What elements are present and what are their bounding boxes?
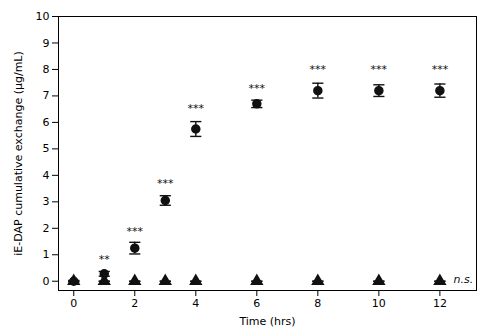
svg-text:9: 9 — [43, 36, 50, 49]
svg-text:Time (hrs): Time (hrs) — [238, 315, 295, 328]
svg-text:12: 12 — [433, 297, 447, 310]
svg-text:4: 4 — [192, 297, 199, 310]
svg-text:3: 3 — [43, 195, 50, 208]
svg-text:10: 10 — [36, 10, 50, 23]
svg-text:***: *** — [249, 82, 266, 95]
svg-text:iE-DAP cumulative exchange (µg: iE-DAP cumulative exchange (µg/mL) — [12, 51, 25, 256]
svg-text:10: 10 — [372, 297, 386, 310]
svg-text:**: ** — [99, 253, 111, 266]
svg-text:***: *** — [371, 63, 388, 76]
svg-text:***: *** — [432, 63, 449, 76]
svg-text:***: *** — [127, 225, 144, 238]
svg-text:6: 6 — [253, 297, 260, 310]
svg-text:6: 6 — [43, 116, 50, 129]
svg-text:5: 5 — [43, 142, 50, 155]
svg-text:0: 0 — [43, 275, 50, 288]
svg-text:***: *** — [310, 63, 327, 76]
svg-text:1: 1 — [43, 248, 50, 261]
svg-text:n.s.: n.s. — [454, 273, 474, 286]
svg-text:8: 8 — [314, 297, 321, 310]
svg-text:7: 7 — [43, 89, 50, 102]
svg-text:***: *** — [188, 102, 205, 115]
svg-text:8: 8 — [43, 63, 50, 76]
svg-text:***: *** — [157, 177, 174, 190]
svg-text:2: 2 — [131, 297, 138, 310]
svg-text:4: 4 — [43, 169, 50, 182]
svg-text:2: 2 — [43, 222, 50, 235]
svg-text:0: 0 — [70, 297, 77, 310]
